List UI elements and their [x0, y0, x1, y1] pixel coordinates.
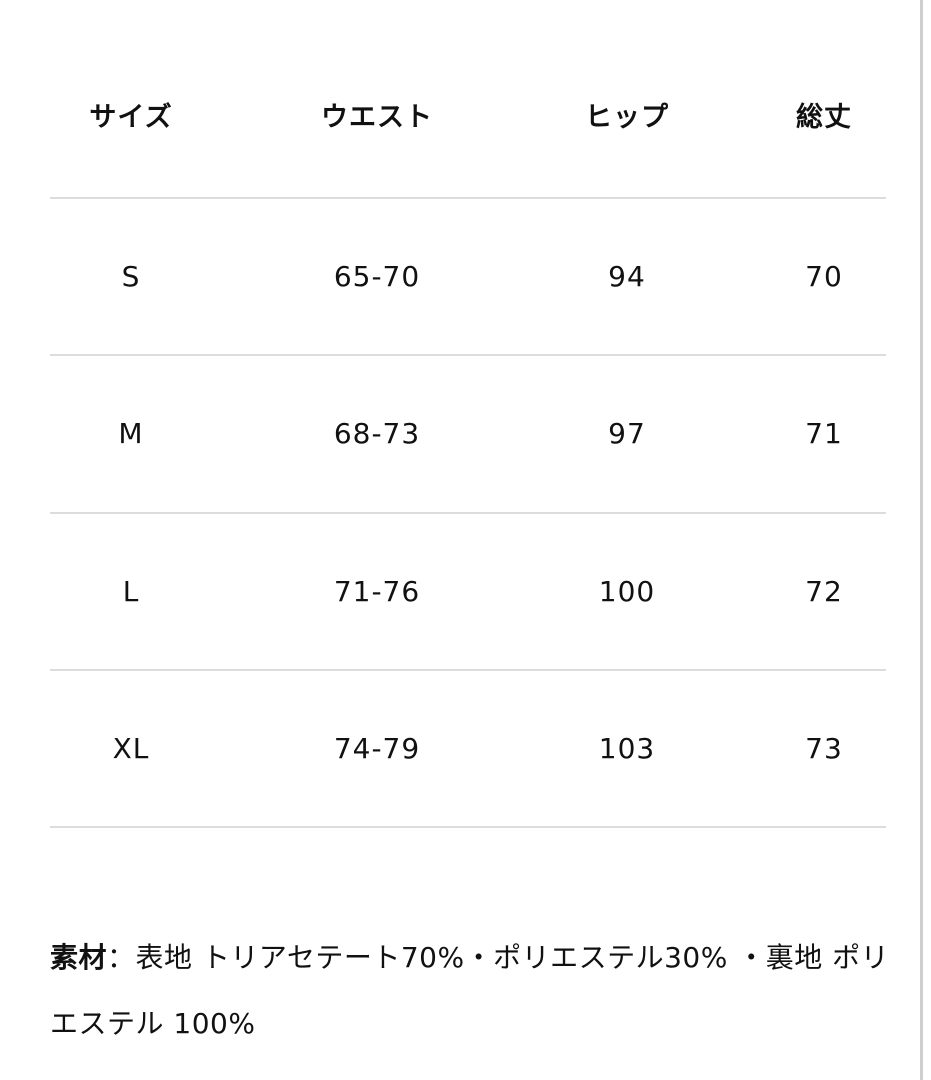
- table-cell: M: [118, 417, 144, 450]
- table-cell: 97: [608, 417, 646, 450]
- row-divider: [50, 354, 886, 356]
- material-label: 素材: [50, 941, 108, 974]
- table-cell: 72: [805, 574, 843, 608]
- table-cell: 68-73: [333, 417, 421, 450]
- material-note: 素材：表地 トリアセテート70%・ポリエステル30% ・裏地 ポリエステル 10…: [50, 925, 890, 1057]
- table-cell: 71-76: [333, 574, 421, 608]
- row-divider: [50, 669, 886, 671]
- table-cell: XL: [112, 731, 150, 765]
- table-cell: L: [122, 574, 140, 608]
- size-table: サイズ ウエスト ヒップ 総丈 S 65-70 94 70 M 68-73 97 71 L 71-76 10…: [50, 102, 886, 828]
- header-cell: ウエスト: [321, 102, 433, 133]
- table-cell: 70: [805, 259, 843, 293]
- table-cell: 71: [805, 417, 843, 450]
- row-divider: [50, 197, 886, 199]
- header-cell: 総丈: [796, 102, 852, 133]
- edge-border: [920, 0, 923, 1080]
- header-cell: ヒップ: [585, 102, 669, 133]
- table-cell: S: [121, 259, 141, 293]
- header-cell: サイズ: [89, 102, 173, 133]
- row-divider: [50, 512, 886, 514]
- row-divider: [50, 826, 886, 828]
- material-text: ：表地 トリアセテート70%・ポリエステル30% ・裏地 ポリエステル 100%: [50, 941, 890, 1040]
- table-cell: 65-70: [333, 259, 421, 293]
- table-cell: 73: [805, 731, 843, 765]
- table-cell: 74-79: [333, 731, 421, 765]
- table-cell: 103: [598, 731, 656, 765]
- table-cell: 100: [598, 574, 656, 608]
- table-cell: 94: [608, 259, 646, 293]
